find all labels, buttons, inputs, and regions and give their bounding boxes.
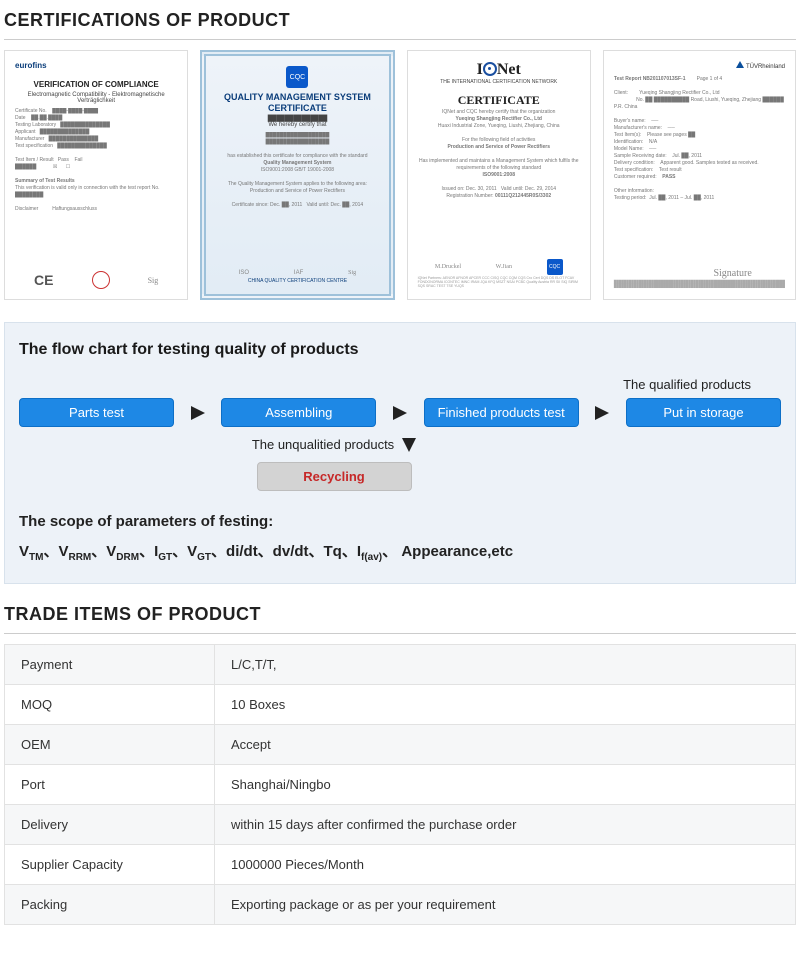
flow-row-recycling: Recycling bbox=[19, 462, 781, 491]
trade-key: Port bbox=[5, 765, 215, 805]
trade-key: MOQ bbox=[5, 685, 215, 725]
trade-items-table: PaymentL/C,T/T,MOQ10 BoxesOEMAcceptPortS… bbox=[4, 644, 796, 925]
table-row: OEMAccept bbox=[5, 725, 796, 765]
trade-key: OEM bbox=[5, 725, 215, 765]
arrow-right-icon bbox=[393, 406, 407, 420]
table-row: PaymentL/C,T/T, bbox=[5, 645, 796, 685]
scope-parameters: VTM、VRRM、VDRM、IGT、VGT、di/dt、dv/dt、Tq、If(… bbox=[19, 540, 781, 563]
trade-items-title: TRADE ITEMS OF PRODUCT bbox=[0, 594, 800, 633]
flow-box-storage: Put in storage bbox=[626, 398, 781, 427]
arrow-down-icon bbox=[402, 438, 416, 452]
arrow-right-icon bbox=[191, 406, 205, 420]
stamp-icon bbox=[92, 271, 110, 289]
trade-key: Delivery bbox=[5, 805, 215, 845]
table-row: PackingExporting package or as per your … bbox=[5, 885, 796, 925]
trade-value: Exporting package or as per your require… bbox=[215, 885, 796, 925]
certifications-title: CERTIFICATIONS OF PRODUCT bbox=[0, 0, 800, 39]
cert-footer: CHINA QUALITY CERTIFICATION CENTRE bbox=[248, 278, 347, 284]
table-row: MOQ10 Boxes bbox=[5, 685, 796, 725]
certificate-iqnet: INet THE INTERNATIONAL CERTIFICATION NET… bbox=[407, 50, 591, 300]
cert-body: Test Report NB201107013SF-1 Page 1 of 4 … bbox=[614, 76, 785, 264]
trade-value: 10 Boxes bbox=[215, 685, 796, 725]
trade-key: Payment bbox=[5, 645, 215, 685]
trade-value: Shanghai/Ningbo bbox=[215, 765, 796, 805]
cert-fineprint: ████████████████████████████████████████… bbox=[614, 281, 785, 289]
cert-body: Certificate No. ████-████-████ Date ██.█… bbox=[15, 108, 177, 267]
cqc-logo: CQC bbox=[286, 66, 308, 88]
flow-chart-title: The flow chart for testing quality of pr… bbox=[19, 341, 781, 359]
trade-key: Supplier Capacity bbox=[5, 845, 215, 885]
flow-box-finished-test: Finished products test bbox=[424, 398, 579, 427]
trade-value: L/C,T/T, bbox=[215, 645, 796, 685]
certificate-tuv: TÜVRheinland Test Report NB201107013SF-1… bbox=[603, 50, 796, 300]
ce-mark-icon: CE bbox=[34, 272, 53, 288]
divider bbox=[4, 39, 796, 40]
tuv-logo: TÜVRheinland bbox=[736, 61, 785, 70]
eurofins-logo: eurofins bbox=[15, 61, 47, 70]
trade-key: Packing bbox=[5, 885, 215, 925]
cert-subtitle: ██████████████We hereby certify that bbox=[268, 116, 328, 128]
cert-body: ████████████████████████████████████ has… bbox=[216, 132, 378, 266]
trade-value: Accept bbox=[215, 725, 796, 765]
certificate-eurofins: eurofins VERIFICATION OF COMPLIANCE Elec… bbox=[4, 50, 188, 300]
flow-row-branch: The unqualitied products bbox=[19, 437, 781, 452]
trade-value: 1000000 Pieces/Month bbox=[215, 845, 796, 885]
certificate-cqc: CQC QUALITY MANAGEMENT SYSTEM CERTIFICAT… bbox=[200, 50, 394, 300]
certificates-row: eurofins VERIFICATION OF COMPLIANCE Elec… bbox=[0, 50, 800, 318]
flow-box-assembling: Assembling bbox=[221, 398, 376, 427]
flow-box-recycling: Recycling bbox=[257, 462, 412, 491]
unqualified-label: The unqualitied products bbox=[252, 437, 394, 452]
trade-value: within 15 days after confirmed the purch… bbox=[215, 805, 796, 845]
cert-title: VERIFICATION OF COMPLIANCE bbox=[34, 80, 159, 90]
cert-body: IQNet and CQC hereby certify that the or… bbox=[418, 109, 580, 255]
flow-row-main: Parts test Assembling Finished products … bbox=[19, 398, 781, 427]
arrow-right-icon bbox=[595, 406, 609, 420]
divider bbox=[4, 633, 796, 634]
table-row: Deliverywithin 15 days after confirmed t… bbox=[5, 805, 796, 845]
table-row: Supplier Capacity1000000 Pieces/Month bbox=[5, 845, 796, 885]
flow-box-parts-test: Parts test bbox=[19, 398, 174, 427]
cert-subtitle: Electromagnetic Compatibility - Elektrom… bbox=[15, 92, 177, 104]
cert-title: CERTIFICATE bbox=[458, 93, 540, 107]
scope-title: The scope of parameters of festing: bbox=[19, 513, 781, 530]
flow-chart-panel: The flow chart for testing quality of pr… bbox=[4, 322, 796, 584]
qualified-label: The qualified products bbox=[19, 377, 781, 392]
iqnet-logo: INet bbox=[477, 61, 521, 79]
cert-title: QUALITY MANAGEMENT SYSTEM CERTIFICATE bbox=[216, 92, 378, 114]
cert-partners: IQNet Partners: AENOR AFNOR APCER CCC CI… bbox=[418, 277, 580, 289]
table-row: PortShanghai/Ningbo bbox=[5, 765, 796, 805]
cert-subtitle: THE INTERNATIONAL CERTIFICATION NETWORK bbox=[440, 79, 557, 85]
